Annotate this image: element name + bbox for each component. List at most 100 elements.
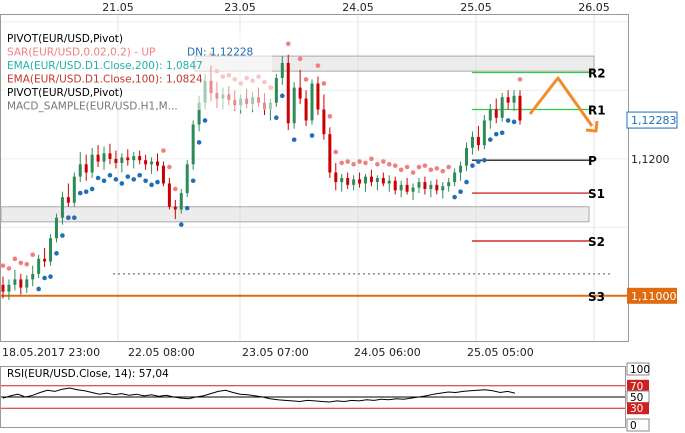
sar-dot-below — [190, 178, 196, 184]
sar-dot-below — [89, 186, 95, 192]
sar-dot-below — [95, 175, 101, 181]
bottom-time-axis: 18.05.2017 23:00 22.05 08:00 23.05 07:00… — [2, 346, 534, 359]
candle-body — [72, 176, 76, 203]
candle-body — [120, 157, 124, 163]
sar-dot-above — [404, 164, 410, 170]
sar-dot-above — [416, 164, 422, 170]
sar-dot-above — [398, 167, 404, 173]
candle-body — [173, 206, 177, 210]
sar-dot-above — [428, 167, 434, 173]
sar-dot-below — [77, 190, 83, 196]
candle-body — [387, 180, 391, 184]
candle-body — [381, 178, 385, 184]
price-label-badge — [626, 111, 678, 129]
candle-body — [441, 186, 445, 191]
parabolic-sar — [0, 41, 523, 292]
candle-body — [363, 176, 367, 184]
sar-dot-below — [36, 286, 41, 292]
sar-dot-below — [83, 189, 89, 194]
forecast-arrowhead — [585, 120, 599, 133]
sar-dot-below — [476, 159, 481, 164]
legend-sar: SAR(EUR/USD,0.02,0.2) - UP — [7, 47, 155, 59]
sar-dot-above — [303, 77, 309, 82]
sar-dot-above — [167, 164, 172, 170]
forecast-path — [528, 76, 594, 127]
rsi-level-label: 30 — [630, 403, 643, 415]
rsi-level-label: 0 — [630, 420, 637, 432]
candle-body — [60, 197, 64, 218]
candle-body — [405, 184, 409, 192]
sar-dot-below — [196, 140, 202, 145]
sar-dot-above — [0, 263, 6, 268]
sar-dot-above — [351, 162, 356, 167]
bottom-tick-label: 24.05 06:00 — [354, 346, 421, 359]
candle-body — [316, 83, 320, 110]
candle-body — [108, 153, 112, 159]
candle-body — [167, 183, 171, 207]
candle-body — [399, 184, 403, 191]
candle-body — [506, 97, 510, 103]
candle-body — [161, 165, 165, 184]
candle-body — [435, 184, 439, 191]
sar-dot-below — [458, 189, 463, 194]
sar-dot-above — [440, 168, 446, 174]
legend-backdrop — [4, 30, 272, 110]
candle-body — [494, 109, 498, 118]
candle-body — [286, 62, 290, 124]
price-label: 1,11000 — [631, 290, 677, 303]
candle-body — [423, 182, 427, 189]
legend-pivot-2: PIVOT(EUR/USD,Pivot) — [7, 87, 123, 99]
candle-body — [197, 102, 201, 125]
candle-body — [274, 78, 278, 103]
candle-body — [417, 182, 421, 188]
sar-dot-above — [422, 163, 428, 168]
candle-body — [37, 258, 41, 274]
sar-dot-above — [446, 164, 451, 170]
sar-dot-above — [369, 156, 374, 162]
candle-body — [429, 184, 433, 189]
sar-dot-below — [487, 137, 493, 142]
sar-dot-above — [517, 77, 523, 82]
candle-body — [500, 97, 504, 118]
sar-dot-below — [499, 130, 505, 136]
candle-body — [292, 87, 296, 124]
pivot-label: S2 — [588, 235, 605, 249]
candle-body — [298, 87, 302, 99]
candle-body — [334, 172, 338, 183]
candle-body — [54, 217, 58, 239]
candle-body — [328, 134, 332, 173]
rsi-label: RSI(EUR/USD.Close, 14): 57,04 — [7, 368, 169, 380]
candle-body — [90, 154, 94, 173]
candle-body — [78, 164, 82, 177]
top-time-axis: 21.05 23.05 24.05 25.05 26.05 — [102, 1, 610, 14]
candle-body — [518, 95, 522, 121]
candle-body — [322, 109, 326, 135]
pivot-label: S1 — [588, 187, 605, 201]
candle-body — [482, 120, 486, 146]
candle-body — [179, 193, 183, 210]
sar-dot-below — [107, 172, 113, 178]
sar-dot-below — [291, 137, 297, 142]
bottom-tick-label: 18.05.2017 23:00 — [2, 346, 100, 359]
sar-dot-below — [184, 205, 190, 211]
legend-pivot-1: PIVOT(EUR/USD,Pivot) — [7, 33, 123, 45]
candle-body — [476, 136, 480, 146]
sar-dot-below — [470, 163, 475, 168]
candle-body — [114, 158, 118, 163]
price-label-badge — [627, 287, 677, 304]
sar-dot-above — [18, 260, 24, 266]
top-tick-label: 21.05 — [102, 1, 134, 14]
sar-dot-below — [113, 177, 119, 182]
sar-dot-above — [285, 41, 291, 47]
sar-dot-below — [125, 174, 131, 179]
sar-dot-above — [24, 261, 30, 267]
sar-dot-above — [392, 163, 398, 168]
price-label: 1,12283 — [631, 114, 677, 127]
sar-dot-below — [155, 179, 160, 185]
candle-body — [375, 178, 379, 183]
sar-dot-above — [386, 162, 392, 167]
candle-body — [358, 179, 362, 184]
bottom-tick-label: 23.05 07:00 — [242, 346, 309, 359]
top-tick-label: 24.05 — [342, 1, 374, 14]
